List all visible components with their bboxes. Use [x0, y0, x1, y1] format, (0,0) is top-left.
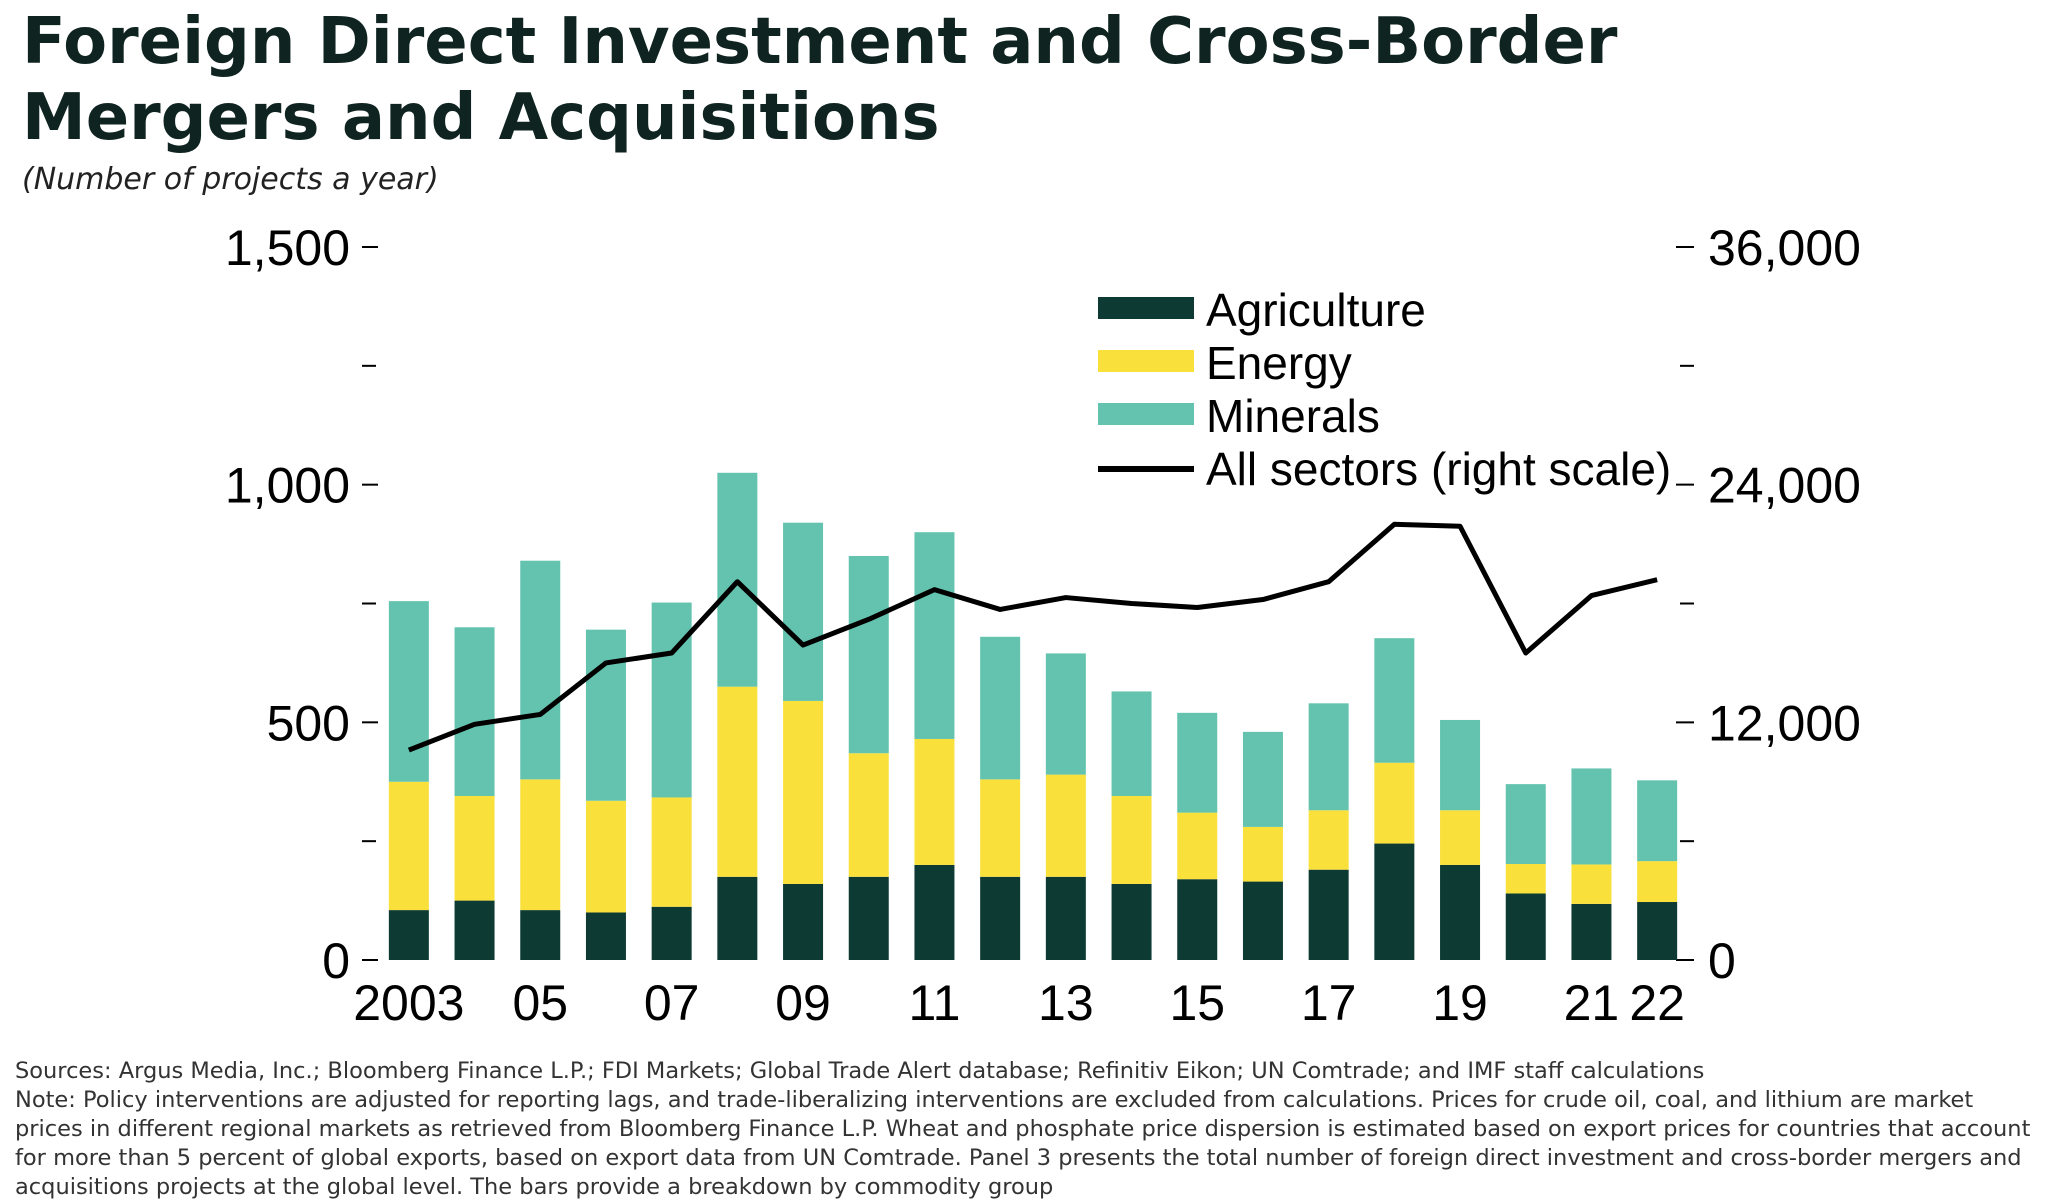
- bar-energy-2018: [1374, 762, 1415, 844]
- bar-energy-2015: [1177, 812, 1218, 880]
- bar-minerals-2004: [454, 627, 495, 797]
- x-axis-tick-label: 17: [1301, 975, 1357, 1031]
- bar-energy-2016: [1242, 826, 1283, 882]
- bar-agriculture-2010: [848, 876, 889, 960]
- bar-minerals-2015: [1177, 712, 1218, 813]
- bar-group: [388, 472, 1678, 960]
- right-axis: 0 12,000 24,000 36,000: [1676, 220, 1861, 989]
- left-axis-tick-label: 500: [267, 695, 350, 751]
- bar-minerals-2016: [1242, 731, 1283, 827]
- x-axis-tick-label: 2003: [353, 975, 464, 1031]
- footer: Sources: Argus Media, Inc.; Bloomberg Fi…: [15, 1057, 2035, 1202]
- x-axis-tick-label: 11: [908, 975, 960, 1031]
- bar-agriculture-2004: [454, 900, 495, 960]
- bar-minerals-2018: [1374, 638, 1415, 763]
- right-axis-tick-label: 12,000: [1708, 695, 1861, 751]
- footer-note: Note: Policy interventions are adjusted …: [15, 1087, 2031, 1200]
- bar-energy-2020: [1505, 863, 1546, 894]
- bar-agriculture-2013: [1045, 876, 1086, 960]
- bar-energy-2021: [1571, 864, 1612, 904]
- legend-label-minerals: Minerals: [1206, 390, 1380, 442]
- bar-minerals-2014: [1111, 691, 1152, 797]
- bar-energy-2006: [585, 800, 626, 913]
- x-axis-tick-label: 13: [1038, 975, 1094, 1031]
- bar-agriculture-2022: [1637, 902, 1678, 960]
- bar-agriculture-2005: [520, 910, 561, 960]
- x-axis-tick-label: 15: [1169, 975, 1225, 1031]
- legend-label-all-sectors: All sectors (right scale): [1206, 443, 1671, 495]
- bar-minerals-2020: [1505, 784, 1546, 864]
- bar-agriculture-2020: [1505, 893, 1546, 960]
- x-axis-tick-label: 09: [775, 975, 831, 1031]
- legend-swatch-energy: [1098, 350, 1194, 372]
- bar-minerals-2013: [1045, 653, 1086, 775]
- bar-energy-2004: [454, 796, 495, 901]
- bar-energy-2007: [651, 797, 692, 907]
- bar-agriculture-2006: [585, 912, 626, 960]
- bar-energy-2011: [914, 738, 955, 865]
- chart-subtitle: (Number of projects a year): [22, 162, 439, 197]
- x-axis-tick-label: 19: [1432, 975, 1488, 1031]
- bar-energy-2012: [980, 779, 1021, 877]
- right-axis-tick-label: 24,000: [1708, 458, 1861, 514]
- bar-agriculture-2014: [1111, 883, 1152, 960]
- bar-minerals-2017: [1308, 703, 1349, 811]
- footer-sources: Sources: Argus Media, Inc.; Bloomberg Fi…: [15, 1058, 1705, 1084]
- bar-agriculture-2003: [388, 910, 429, 960]
- line-group: [407, 521, 1658, 753]
- bar-minerals-2011: [914, 532, 955, 739]
- bar-agriculture-2007: [651, 906, 692, 960]
- bar-minerals-2006: [585, 629, 626, 801]
- bar-minerals-2005: [520, 560, 561, 780]
- bar-energy-2010: [848, 753, 889, 877]
- bar-energy-2019: [1440, 810, 1481, 865]
- bar-minerals-2021: [1571, 768, 1612, 865]
- legend: Agriculture Energy Minerals All sectors …: [1098, 284, 1671, 495]
- right-axis-tick-label: 0: [1708, 933, 1736, 989]
- right-axis-tick-label: 36,000: [1708, 220, 1861, 276]
- bar-minerals-2022: [1637, 780, 1678, 862]
- bar-energy-2003: [388, 781, 429, 911]
- bar-agriculture-2011: [914, 864, 955, 960]
- bar-energy-2009: [783, 700, 824, 884]
- bar-minerals-2003: [388, 601, 429, 782]
- bar-energy-2008: [717, 686, 758, 877]
- x-axis-tick-label: 05: [512, 975, 568, 1031]
- bar-minerals-2012: [980, 636, 1021, 780]
- bar-agriculture-2009: [783, 883, 824, 960]
- bar-energy-2014: [1111, 796, 1152, 884]
- legend-label-energy: Energy: [1206, 337, 1352, 389]
- bar-minerals-2007: [651, 602, 692, 798]
- x-axis: 2003 05 07 09 11 13 15 17 19 21 22: [353, 975, 1685, 1031]
- bar-energy-2017: [1308, 810, 1349, 870]
- bar-agriculture-2015: [1177, 879, 1218, 960]
- bar-energy-2022: [1637, 861, 1678, 903]
- legend-swatch-minerals: [1098, 403, 1194, 425]
- x-axis-tick-label: 07: [644, 975, 700, 1031]
- bar-agriculture-2019: [1440, 864, 1481, 960]
- line-all-sectors: [407, 521, 1658, 753]
- bar-agriculture-2008: [717, 876, 758, 960]
- left-axis-tick-label: 1,000: [225, 458, 350, 514]
- legend-swatch-agriculture: [1098, 297, 1194, 319]
- left-axis-tick-label: 0: [322, 933, 350, 989]
- bar-agriculture-2017: [1308, 869, 1349, 960]
- chart-title: Foreign Direct Investment and Cross-Bord…: [22, 5, 1618, 155]
- bar-energy-2013: [1045, 774, 1086, 877]
- bar-minerals-2010: [848, 555, 889, 754]
- left-axis: 0 500 1,000 1,500: [225, 220, 378, 989]
- left-axis-tick-label: 1,500: [225, 220, 350, 276]
- x-axis-tick-label: 22: [1629, 975, 1685, 1031]
- x-axis-tick-label: 21: [1564, 975, 1620, 1031]
- bar-agriculture-2016: [1242, 881, 1283, 960]
- bar-minerals-2009: [783, 522, 824, 701]
- bar-minerals-2019: [1440, 719, 1481, 811]
- bar-agriculture-2018: [1374, 843, 1415, 960]
- bar-agriculture-2021: [1571, 903, 1612, 960]
- legend-label-agriculture: Agriculture: [1206, 284, 1426, 336]
- bar-energy-2005: [520, 779, 561, 911]
- bar-agriculture-2012: [980, 876, 1021, 960]
